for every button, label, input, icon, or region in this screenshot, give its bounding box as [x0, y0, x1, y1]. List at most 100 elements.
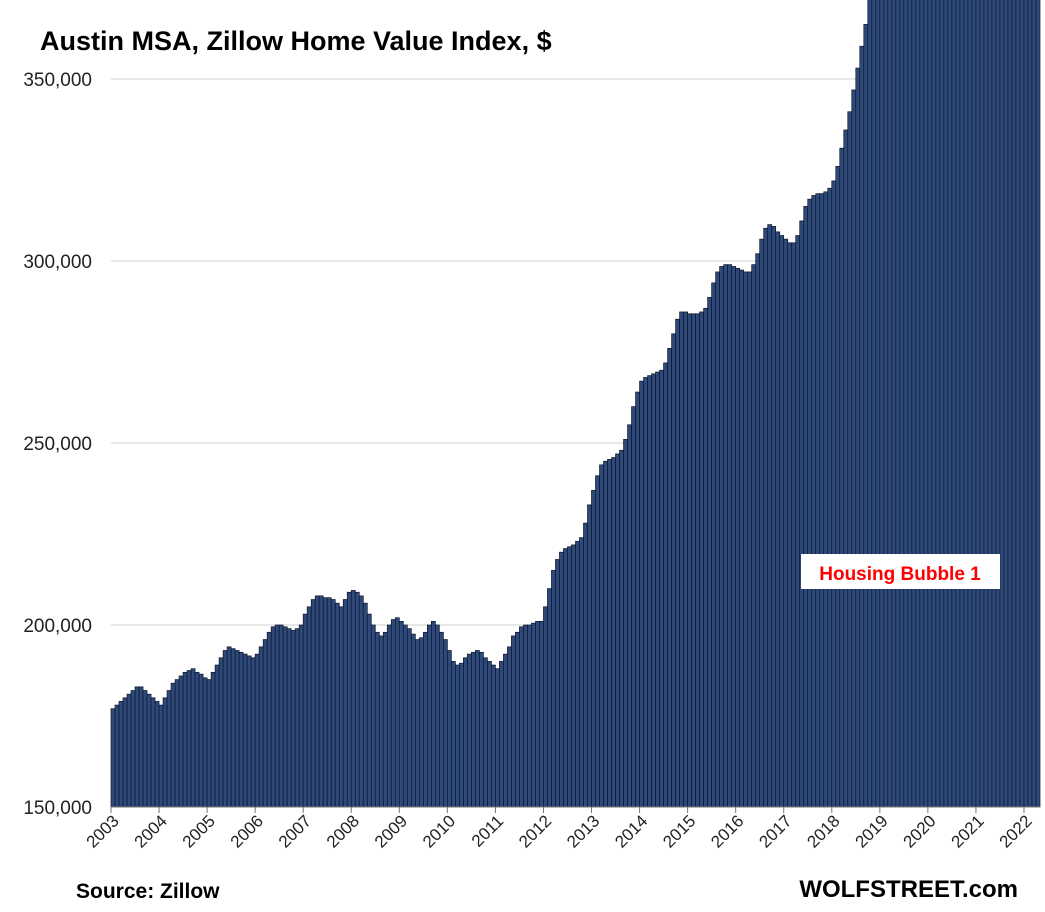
- bar: [991, 0, 997, 808]
- bar: [843, 129, 849, 808]
- bar: [479, 651, 484, 808]
- bar: [827, 187, 833, 808]
- bar: [1015, 0, 1021, 808]
- bar: [647, 375, 652, 808]
- bar: [298, 624, 304, 808]
- bar: [326, 597, 332, 808]
- bar: [491, 664, 496, 808]
- bar: [855, 67, 861, 808]
- bar: [487, 661, 492, 808]
- bar: [747, 271, 753, 808]
- bar: [767, 224, 773, 808]
- bar: [603, 460, 608, 808]
- bar: [170, 682, 176, 808]
- bar: [1007, 0, 1013, 808]
- bar: [599, 464, 604, 808]
- bar: [691, 313, 696, 808]
- bar: [675, 318, 680, 808]
- brand-label: WOLFSTREET.com: [799, 876, 1018, 903]
- bar: [142, 690, 148, 808]
- bar: [374, 631, 380, 808]
- bar: [935, 0, 941, 808]
- bar: [218, 657, 224, 808]
- bar: [995, 0, 1001, 808]
- bar: [547, 588, 552, 808]
- bar: [775, 231, 781, 808]
- bar: [414, 639, 420, 808]
- bar: [511, 635, 516, 808]
- bar: [503, 653, 508, 808]
- bar: [771, 226, 777, 808]
- bar: [134, 686, 140, 808]
- bar: [939, 0, 945, 808]
- bar: [655, 371, 660, 808]
- bar: [811, 195, 817, 808]
- bar: [607, 459, 612, 808]
- bar: [1019, 0, 1025, 808]
- bar: [386, 624, 392, 808]
- bar: [270, 626, 276, 808]
- bar: [887, 0, 893, 808]
- bars: [110, 0, 1041, 808]
- chart-title: Austin MSA, Zillow Home Value Index, $: [40, 26, 552, 56]
- bar: [398, 621, 404, 808]
- bar: [567, 546, 572, 808]
- bar: [182, 671, 188, 808]
- bar: [595, 475, 600, 808]
- bar: [627, 424, 632, 808]
- bar: [799, 220, 805, 808]
- bar: [439, 631, 444, 808]
- bar: [703, 307, 708, 808]
- bar: [959, 0, 965, 808]
- bar: [987, 0, 993, 808]
- bar: [342, 599, 348, 808]
- bar: [971, 0, 977, 808]
- y-tick-label: 350,000: [23, 70, 92, 91]
- bar: [911, 0, 917, 808]
- bar: [430, 621, 436, 808]
- bar: [543, 606, 548, 808]
- bar: [751, 264, 757, 808]
- bar: [278, 624, 284, 808]
- bar: [819, 193, 825, 808]
- bar: [310, 599, 316, 808]
- bar: [286, 628, 292, 808]
- bar: [575, 540, 580, 808]
- bar: [246, 655, 252, 808]
- bar: [250, 657, 256, 808]
- bar: [475, 650, 480, 808]
- bar: [402, 624, 408, 808]
- bar: [723, 264, 729, 808]
- bar: [867, 0, 873, 808]
- bar: [979, 0, 985, 808]
- bar: [943, 0, 949, 808]
- bar: [158, 704, 164, 808]
- bar: [779, 235, 785, 808]
- bar: [451, 661, 456, 808]
- bar: [719, 266, 725, 808]
- bar: [927, 0, 933, 808]
- bar: [443, 639, 448, 808]
- bar: [975, 0, 981, 808]
- bar: [258, 646, 264, 808]
- bar: [234, 650, 240, 808]
- bar: [891, 0, 897, 808]
- bar: [346, 591, 352, 808]
- bar: [807, 198, 813, 808]
- bar: [803, 206, 809, 808]
- bar: [358, 595, 364, 808]
- bar: [422, 631, 428, 808]
- annotation-box: [801, 554, 1000, 589]
- bar: [230, 648, 236, 808]
- bar: [322, 597, 328, 808]
- bar: [1035, 0, 1041, 808]
- bar: [679, 311, 684, 808]
- bar: [435, 624, 440, 808]
- bar: [899, 0, 905, 808]
- bar: [831, 180, 837, 808]
- bar: [551, 570, 556, 808]
- bar: [186, 670, 192, 808]
- bar: [222, 650, 228, 808]
- bar: [863, 24, 869, 808]
